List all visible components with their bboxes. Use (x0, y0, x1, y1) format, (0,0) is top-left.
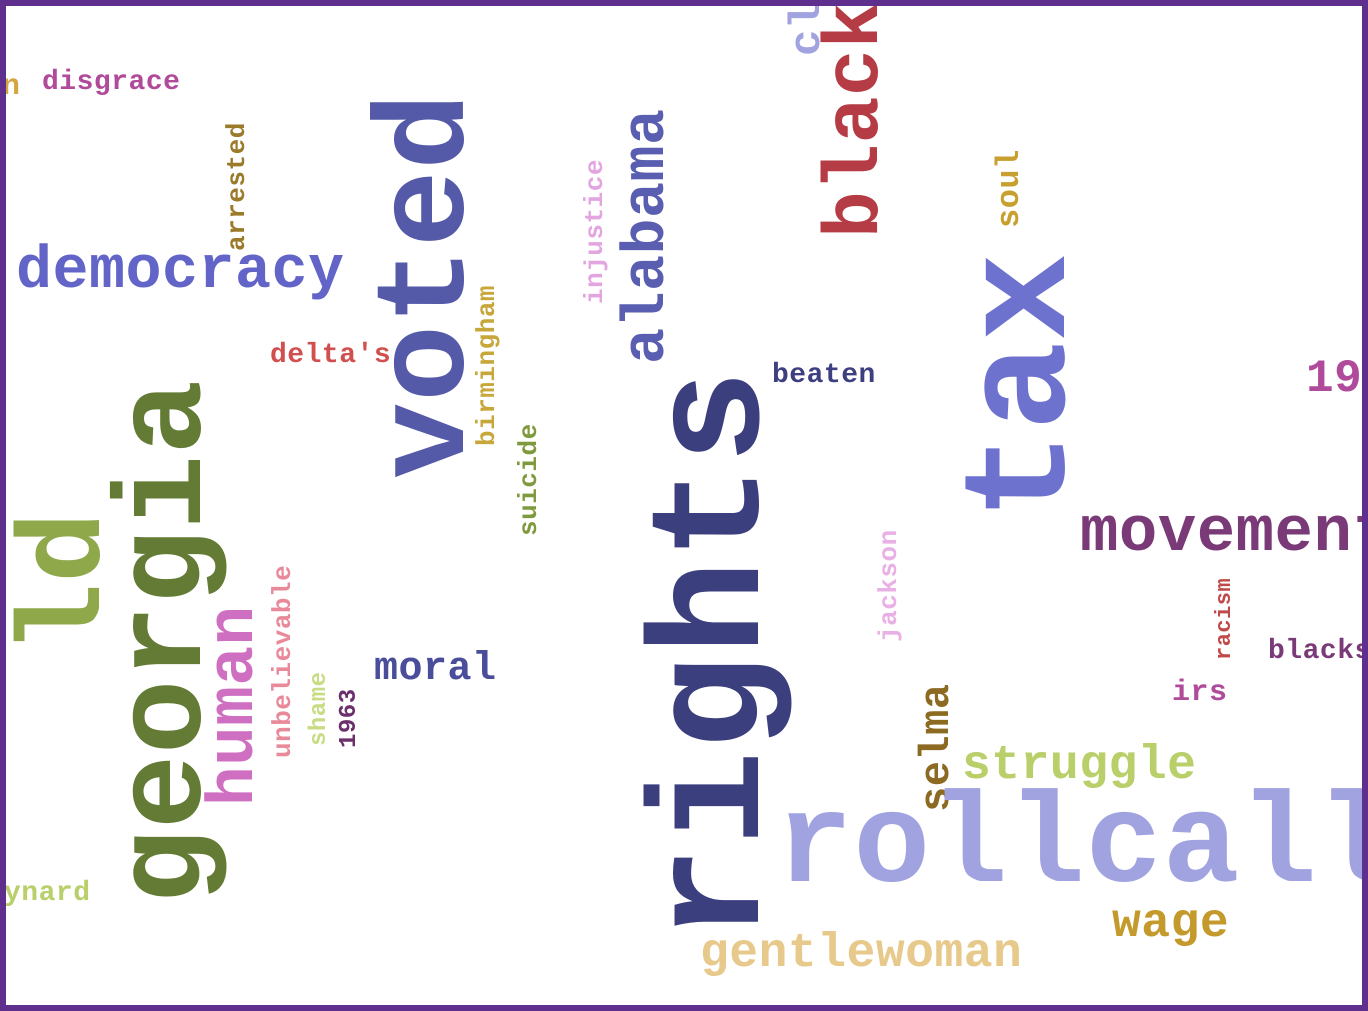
word-rollcall: rollcall (776, 775, 1368, 920)
word-1963: 1963 (336, 688, 363, 748)
word-tax: tax (942, 252, 1109, 520)
word-arrested: arrested (222, 122, 252, 251)
word-ld-partial: ld (2, 511, 135, 654)
word-suicide: suicide (514, 423, 544, 536)
word-n-partial: n (2, 70, 21, 104)
word-injustice: injustice (580, 159, 610, 304)
word-birmingham: birmingham (472, 284, 502, 446)
word-disgrace: disgrace (42, 67, 181, 98)
word-beaten: beaten (772, 360, 876, 391)
word-human: human (197, 605, 272, 806)
word-soul: soul (991, 149, 1028, 228)
word-gentlewoman: gentlewoman (700, 927, 1023, 981)
word-unbelievable: unbelievable (268, 564, 298, 758)
word-rights: rights (627, 369, 806, 941)
word-struggle: struggle (962, 739, 1197, 793)
word-cl-partial: cl (783, 2, 833, 56)
word-ynard-partial: ynard (4, 878, 91, 909)
word-blacks: blacks (1268, 636, 1368, 667)
word-irs: irs (1172, 676, 1228, 710)
word-movement: movement (1080, 498, 1368, 570)
word-jackson: jackson (874, 529, 904, 642)
word-shame: shame (306, 671, 333, 746)
word-democracy: democracy (16, 238, 345, 306)
word-deltas: delta's (270, 340, 392, 371)
word-19-partial: 19 (1306, 353, 1363, 405)
word-racism: racism (1212, 577, 1237, 660)
word-wage: wage (1112, 897, 1230, 951)
word-moral: moral (374, 647, 497, 692)
word-alabama: alabama (614, 108, 682, 364)
